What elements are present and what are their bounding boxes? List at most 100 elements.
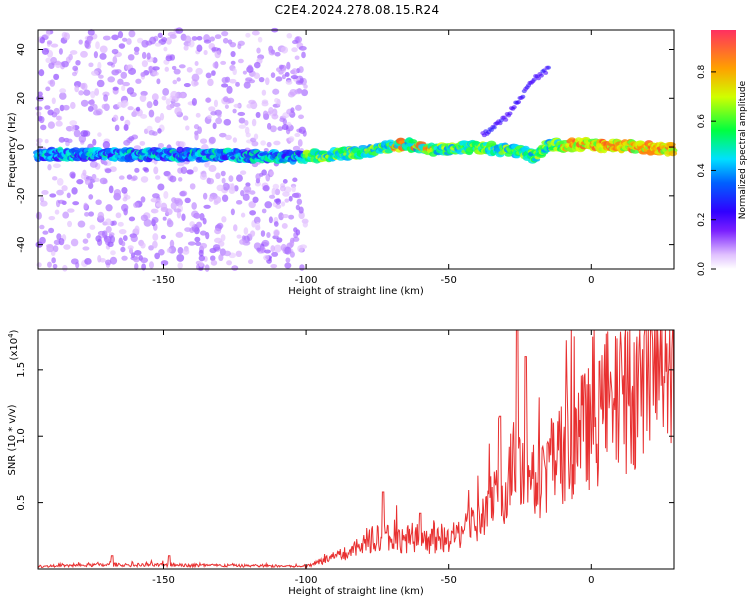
spectrogram-speckle [75,59,81,66]
spectrogram-speckle [50,43,59,48]
spectrogram-speckle [268,107,274,115]
spectrogram-speckle [175,27,184,34]
spectrogram-speckle [121,203,129,212]
colorbar-tick-label: 0.6 [697,114,707,129]
spectrogram-speckle [262,110,268,118]
spectrogram-speckle [128,136,135,142]
spectrogram-speckle [271,251,279,257]
spectrogram-speckle [194,60,199,67]
spectrogram-speckle [210,111,217,116]
spectrogram-speckle [128,67,137,75]
spectrogram-speckle [56,178,64,186]
spectrogram-speckle [208,106,216,112]
spectrogram-speckle [176,77,181,82]
spectrogram-speckle [164,66,170,72]
spectrogram-speckle [120,71,128,79]
spectrogram-speckle [191,73,200,82]
spectrogram-speckle [52,245,59,253]
spectrogram-branch-blob [503,117,509,122]
snr-xtick-label: -100 [295,575,318,586]
spectrogram-speckle [233,103,241,108]
spectrogram-speckle [208,196,214,202]
spectrogram-speckle [70,238,79,247]
spectrogram-speckle [99,45,108,54]
spectrogram-speckle [80,83,86,89]
spectrogram-speckle [226,260,233,266]
spectrogram-speckle [97,132,102,137]
spectrogram-branch-blob [511,105,517,110]
spectrogram-xlabel: Height of straight line (km) [288,286,424,297]
spectrogram-speckle [89,161,98,168]
spectrogram-speckle [111,48,119,55]
spectrogram-speckle [101,230,108,238]
spectrogram-speckle [102,35,111,41]
spectrogram-speckle [49,193,57,198]
spectrogram-speckle [122,81,130,87]
spectrogram-speckle [299,264,305,271]
spectrogram-speckle [255,222,261,229]
spectrogram-speckle [178,177,183,182]
spectrogram-speckle [178,64,186,69]
spectrogram-speckle [94,88,100,96]
spectrogram-speckle [160,234,166,240]
spectrogram-speckle [149,261,154,269]
spectrogram-speckle [107,241,114,248]
spectrogram-frame [37,29,675,270]
spectrogram-speckle [198,265,204,271]
spectrogram-speckle [173,102,181,108]
spectrogram-ytick-label: 40 [16,43,27,56]
spectrogram-speckle [82,238,89,244]
spectrogram-speckle [112,86,119,91]
spectrogram-speckle [58,48,63,55]
spectrogram-speckle [184,35,192,44]
spectrogram-speckle [110,250,116,256]
spectrogram-speckle [179,141,186,148]
spectrogram-speckle [171,197,177,203]
spectrogram-speckle [203,39,212,44]
spectrogram-speckle [121,241,126,247]
spectrogram-speckle [101,103,107,110]
spectrogram-speckle [253,61,261,69]
spectrogram-speckle [167,218,172,225]
spectrogram-speckle [247,64,253,71]
spectrogram-speckle [294,132,301,138]
spectrogram-speckle [245,32,251,38]
spectrogram-speckle [46,40,53,45]
spectrogram-speckle [126,38,132,45]
snr-xlabel: Height of straight line (km) [288,586,424,597]
spectrogram-speckle [95,235,102,243]
spectrogram-speckle [98,74,104,79]
spectrogram-speckle [288,195,293,202]
spectrogram-speckle [103,94,109,102]
spectrogram-speckle [44,105,51,110]
spectrogram-speckle [99,53,107,60]
spectrogram-speckle [125,64,131,70]
spectrogram-speckle [292,145,301,152]
spectrogram-speckle [73,129,81,138]
spectrogram-speckle [239,238,246,245]
spectrogram-speckle [157,183,165,191]
spectrogram-speckle [113,189,122,197]
spectrogram-speckle [243,185,252,193]
spectrogram-speckle [221,83,229,88]
spectrogram-speckle [117,101,123,108]
spectrogram-speckle [260,230,266,237]
spectrogram-speckle [202,217,207,225]
spectrogram-speckle [127,106,134,111]
spectrogram-branch-blob [546,65,552,70]
spectrogram-speckle [84,40,90,49]
spectrogram-speckle [203,204,211,209]
spectrogram-speckle [182,115,189,121]
spectrogram-speckle [109,256,118,265]
spectrogram-speckle [286,33,293,39]
spectrogram-speckle [158,249,165,256]
spectrogram-speckle [47,261,52,268]
spectrogram-speckle [278,64,284,70]
spectrogram-speckle [162,216,167,221]
spectrogram-speckle [140,257,149,264]
spectrogram-speckle [80,99,89,107]
spectrogram-speckle [160,260,169,266]
spectrogram-speckle [108,185,114,194]
spectrogram-speckle [35,106,43,111]
